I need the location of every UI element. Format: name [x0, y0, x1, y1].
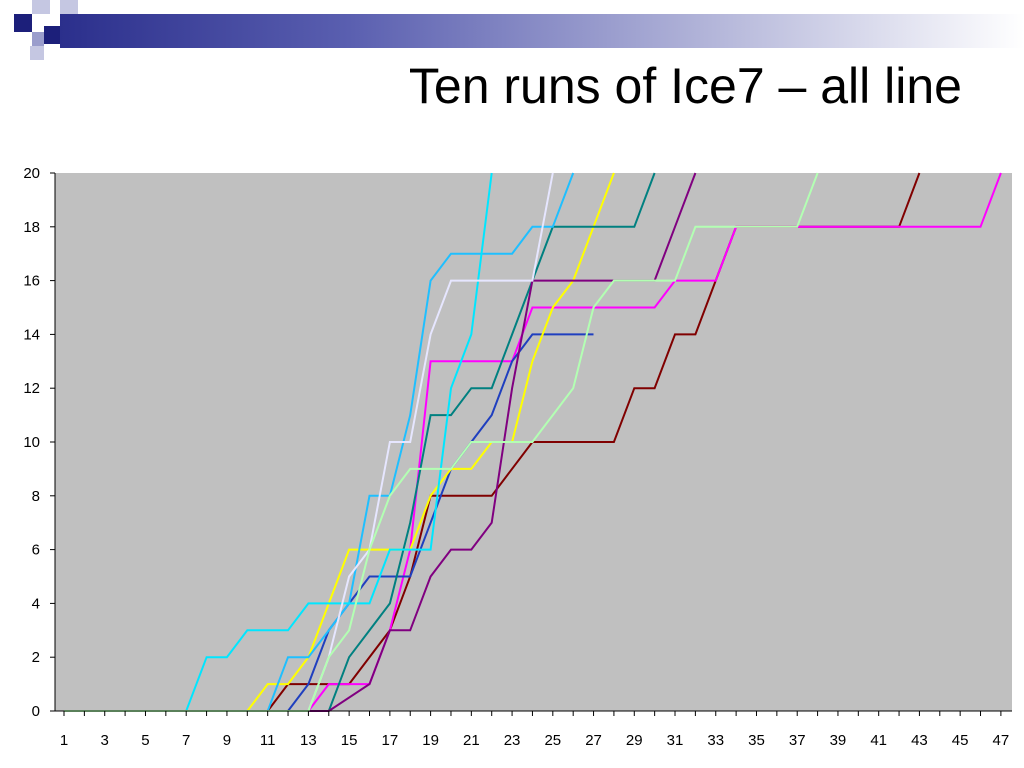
slide-title: Ten runs of Ice7 – all line: [408, 58, 962, 114]
x-tick-label: 39: [830, 732, 847, 749]
y-tick-label: 20: [23, 165, 40, 182]
x-tick-label: 25: [544, 732, 561, 749]
x-tick-label: 11: [260, 732, 276, 749]
x-tick-label: 31: [667, 732, 684, 749]
series-line-4: [64, 172, 615, 712]
y-tick-label: 4: [32, 595, 40, 612]
x-tick-label: 21: [463, 732, 480, 749]
series-line-10: [64, 172, 819, 712]
x-tick-label: 19: [422, 732, 439, 749]
y-tick-label: 2: [32, 649, 40, 666]
y-tick-label: 14: [23, 326, 40, 343]
x-tick-label: 13: [300, 732, 317, 749]
x-tick-label: 27: [585, 732, 602, 749]
x-tick-label: 45: [952, 732, 969, 749]
x-tick-label: 47: [993, 732, 1010, 749]
x-tick-label: 7: [182, 732, 190, 749]
x-tick-label: 33: [707, 732, 724, 749]
x-tick-label: 3: [101, 732, 109, 749]
series-line-3: [64, 333, 594, 712]
y-tick-label: 0: [32, 703, 40, 720]
x-tick-label: 37: [789, 732, 806, 749]
x-tick-label: 15: [341, 732, 358, 749]
x-tick-label: 29: [626, 732, 643, 749]
y-tick-label: 16: [23, 273, 40, 290]
x-tick-label: 9: [223, 732, 231, 749]
series-line-5: [64, 172, 656, 712]
header-band: [60, 14, 1024, 48]
x-tick-label: 1: [60, 732, 68, 749]
x-tick-label: 41: [870, 732, 887, 749]
x-tick-label: 43: [911, 732, 928, 749]
y-tick-label: 10: [23, 434, 40, 451]
slide-logo: [0, 0, 84, 64]
x-tick-label: 23: [504, 732, 521, 749]
y-tick-label: 6: [32, 542, 40, 559]
series-line-8: [64, 172, 493, 712]
x-tick-label: 17: [382, 732, 399, 749]
y-tick-label: 12: [23, 380, 40, 397]
x-tick-label: 35: [748, 732, 765, 749]
x-tick-label: 5: [141, 732, 149, 749]
y-tick-label: 8: [32, 488, 40, 505]
y-tick-label: 18: [23, 219, 40, 236]
